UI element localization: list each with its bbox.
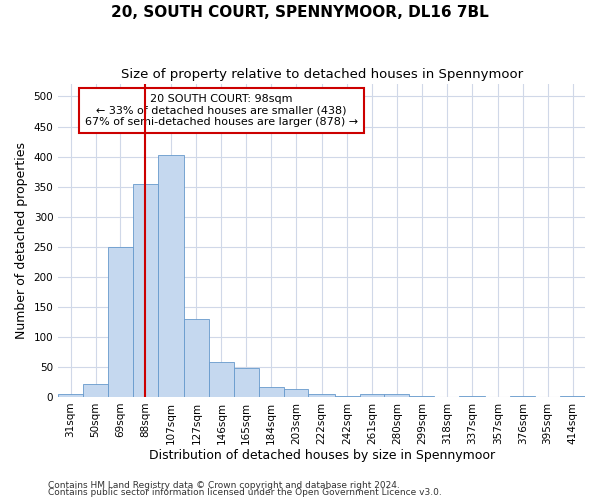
Bar (359, 394, 385, 397)
X-axis label: Distribution of detached houses by size in Spennymoor: Distribution of detached houses by size … (149, 450, 494, 462)
Y-axis label: Number of detached properties: Number of detached properties (15, 142, 28, 339)
Bar (335, 396, 359, 397)
Title: Size of property relative to detached houses in Spennymoor: Size of property relative to detached ho… (121, 68, 523, 80)
Bar (308, 394, 335, 397)
Bar (259, 386, 284, 397)
Bar (184, 319, 209, 397)
Bar (234, 368, 259, 397)
Text: Contains public sector information licensed under the Open Government Licence v3: Contains public sector information licen… (48, 488, 442, 497)
Bar (133, 184, 158, 397)
Bar (58, 394, 83, 397)
Text: 20 SOUTH COURT: 98sqm
← 33% of detached houses are smaller (438)
67% of semi-det: 20 SOUTH COURT: 98sqm ← 33% of detached … (85, 94, 358, 127)
Bar (108, 246, 133, 397)
Bar (385, 394, 409, 397)
Bar (409, 396, 434, 397)
Bar (459, 396, 485, 397)
Bar (510, 396, 535, 397)
Bar (560, 396, 585, 397)
Bar (83, 384, 108, 397)
Bar (209, 362, 234, 397)
Bar (284, 388, 308, 397)
Text: Contains HM Land Registry data © Crown copyright and database right 2024.: Contains HM Land Registry data © Crown c… (48, 480, 400, 490)
Text: 20, SOUTH COURT, SPENNYMOOR, DL16 7BL: 20, SOUTH COURT, SPENNYMOOR, DL16 7BL (111, 5, 489, 20)
Bar (158, 155, 184, 397)
